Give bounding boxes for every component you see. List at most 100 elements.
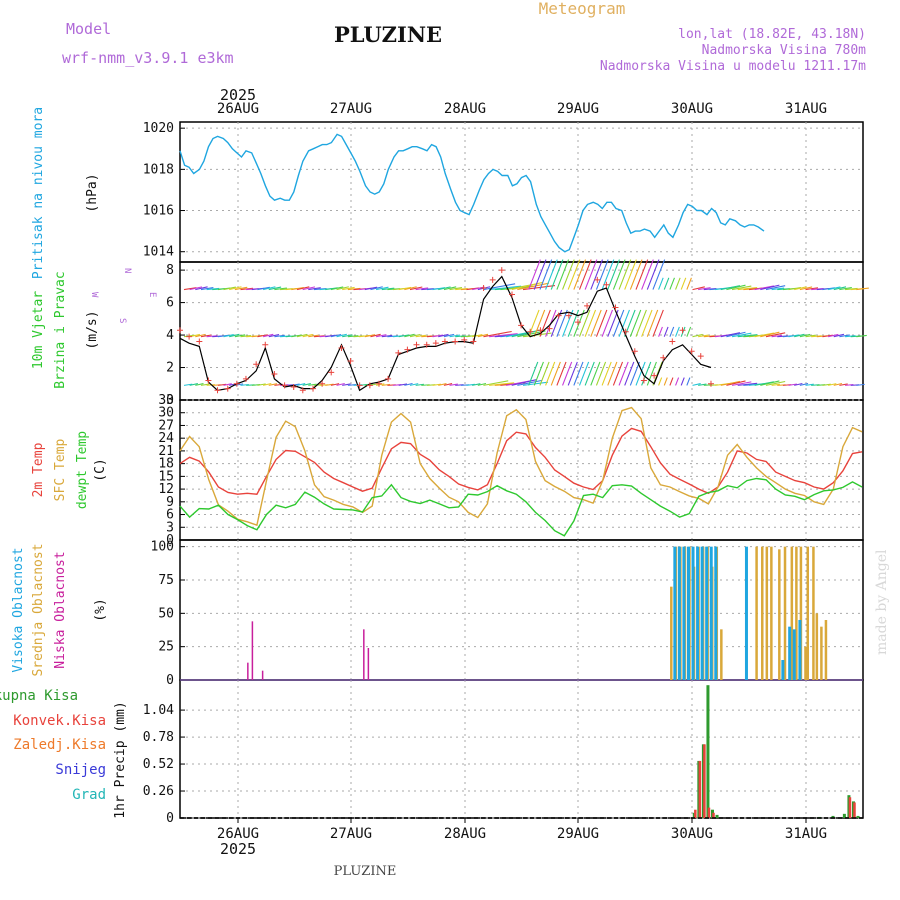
temp-series-t2m — [179, 427, 863, 495]
wind-vector-E — [652, 309, 664, 337]
precip-unit: 1hr Precip (mm) — [113, 701, 128, 818]
wind-vector-E — [833, 333, 845, 338]
ytick-label-temperature: 30 — [158, 406, 174, 421]
wind-vector-E-NE — [595, 259, 609, 290]
wind-vector-E-NE — [629, 259, 643, 290]
wind-vector-E — [223, 334, 234, 338]
watermark: made by Angel — [874, 549, 890, 655]
wind-vector-E — [449, 334, 461, 338]
wind-vector-E-NE — [449, 287, 463, 291]
wind-vector-E-SE — [466, 383, 475, 386]
wind-vector-E — [663, 326, 669, 337]
ytick-label-temperature: 18 — [158, 457, 174, 472]
cloud-bar-mid — [755, 546, 758, 680]
wind-vector-E-SE — [698, 383, 707, 386]
wind-vector-E — [794, 333, 805, 338]
wind-vector-E — [624, 309, 636, 337]
precip-bar-total — [856, 815, 860, 818]
year-bottom: 2025 — [220, 840, 256, 858]
cloud-bar-high — [705, 546, 709, 680]
precip-bar-conv — [848, 797, 852, 818]
wind-vector-E — [234, 334, 246, 338]
ytick-label-temperature: 9 — [166, 495, 174, 510]
wind-gust-marker — [423, 341, 430, 348]
cloud-bar-high — [686, 546, 690, 680]
wind-vector-E-SE — [404, 382, 413, 386]
wind-vector-E — [827, 333, 839, 338]
wind-vector-E-NE — [483, 283, 516, 291]
wind-vector-E-NE — [771, 287, 785, 291]
compass-w: W — [89, 292, 99, 298]
wind-vector-E — [771, 334, 783, 338]
wind-vector-E-NE — [765, 285, 786, 291]
wind-vector-E — [325, 334, 336, 338]
wind-vector-E — [612, 309, 625, 337]
precip-bar-total — [706, 685, 710, 818]
wind-vector-E-SE — [788, 383, 797, 386]
cloud-bar-high — [798, 620, 802, 680]
wind-vector-E-NE — [189, 286, 203, 291]
ytick-label-wind: 8 — [166, 263, 174, 278]
ytick-label-precip: 1.04 — [143, 703, 174, 718]
wind-vector-E-SE — [217, 383, 227, 386]
wind-vector-E — [578, 309, 591, 337]
wind-gust-marker — [242, 375, 249, 382]
year-top: 2025 — [220, 86, 256, 104]
x-tick-label-bottom: 31AUG — [785, 826, 827, 842]
wind-vector-E-SE — [489, 382, 515, 386]
cloud-bar-low — [261, 670, 264, 680]
wind-vector-E-NE — [567, 259, 581, 290]
station-title: PLUZINE — [334, 22, 442, 47]
wind-vector-E — [731, 332, 752, 338]
cloud-bar-mid — [812, 546, 815, 680]
wind-vector-E-NE — [240, 287, 254, 291]
wind-vector-E-SE — [658, 377, 663, 386]
wind-vector-E — [754, 332, 775, 338]
temp-label-sfc: SFC Temp — [53, 439, 68, 502]
wind-vector-E — [483, 330, 512, 338]
wind-vector-E-SE — [443, 383, 453, 386]
wind-vector-E-SE — [760, 380, 780, 386]
wind-vector-E-SE — [726, 380, 746, 386]
wind-vector-E-NE — [692, 286, 705, 291]
wind-vector-E — [822, 334, 833, 338]
wind-vector-E — [584, 309, 597, 337]
precip-bar-total — [842, 813, 846, 818]
wind-vector-E — [409, 333, 421, 338]
wind-vector-E-SE — [556, 361, 567, 386]
wind-gust-marker — [697, 353, 704, 360]
wind-gust-marker — [489, 276, 496, 283]
wind-vector-E — [765, 332, 786, 338]
cloud-bar-high — [781, 660, 785, 680]
ytick-label-temperature: 3 — [166, 520, 174, 535]
wind-vector-E-SE — [595, 361, 607, 386]
pressure-label: Pritisak na nivou mora — [31, 107, 46, 279]
wind-compass: N W E S — [89, 268, 157, 323]
wind-vector-E-NE — [370, 286, 383, 291]
panel-frame-precip — [179, 679, 864, 819]
wind-vector-E — [686, 326, 692, 337]
wind-vector-E — [443, 333, 455, 338]
cloud-bar-mid — [670, 586, 673, 680]
wind-gust-marker — [640, 377, 647, 384]
wind-vector-E — [274, 334, 285, 338]
wind-gust-marker — [196, 338, 203, 345]
wind-vector-E-SE — [567, 361, 578, 386]
wind-vector-E-NE — [624, 259, 637, 290]
wind-vector-E — [432, 334, 444, 338]
wind-vector-E-SE — [731, 381, 752, 386]
wind-vector-E-SE — [635, 361, 646, 386]
panel-frame-pressure — [179, 121, 864, 263]
wind-vector-E-NE — [562, 259, 575, 290]
cloud-bar-low — [367, 648, 370, 680]
x-tick-label-bottom: 27AUG — [330, 826, 372, 842]
ytick-label-pressure: 1016 — [143, 204, 174, 219]
panel-frame-cloud — [179, 539, 864, 681]
ytick-label-temperature: 12 — [158, 482, 174, 497]
wind-vector-E-SE — [669, 377, 674, 386]
wind-vector-E-NE — [833, 286, 847, 291]
wind-gust-marker — [452, 338, 459, 345]
wind-vector-E — [308, 334, 319, 338]
wind-vector-E-NE — [308, 287, 321, 291]
temp-unit: (C) — [93, 458, 108, 481]
